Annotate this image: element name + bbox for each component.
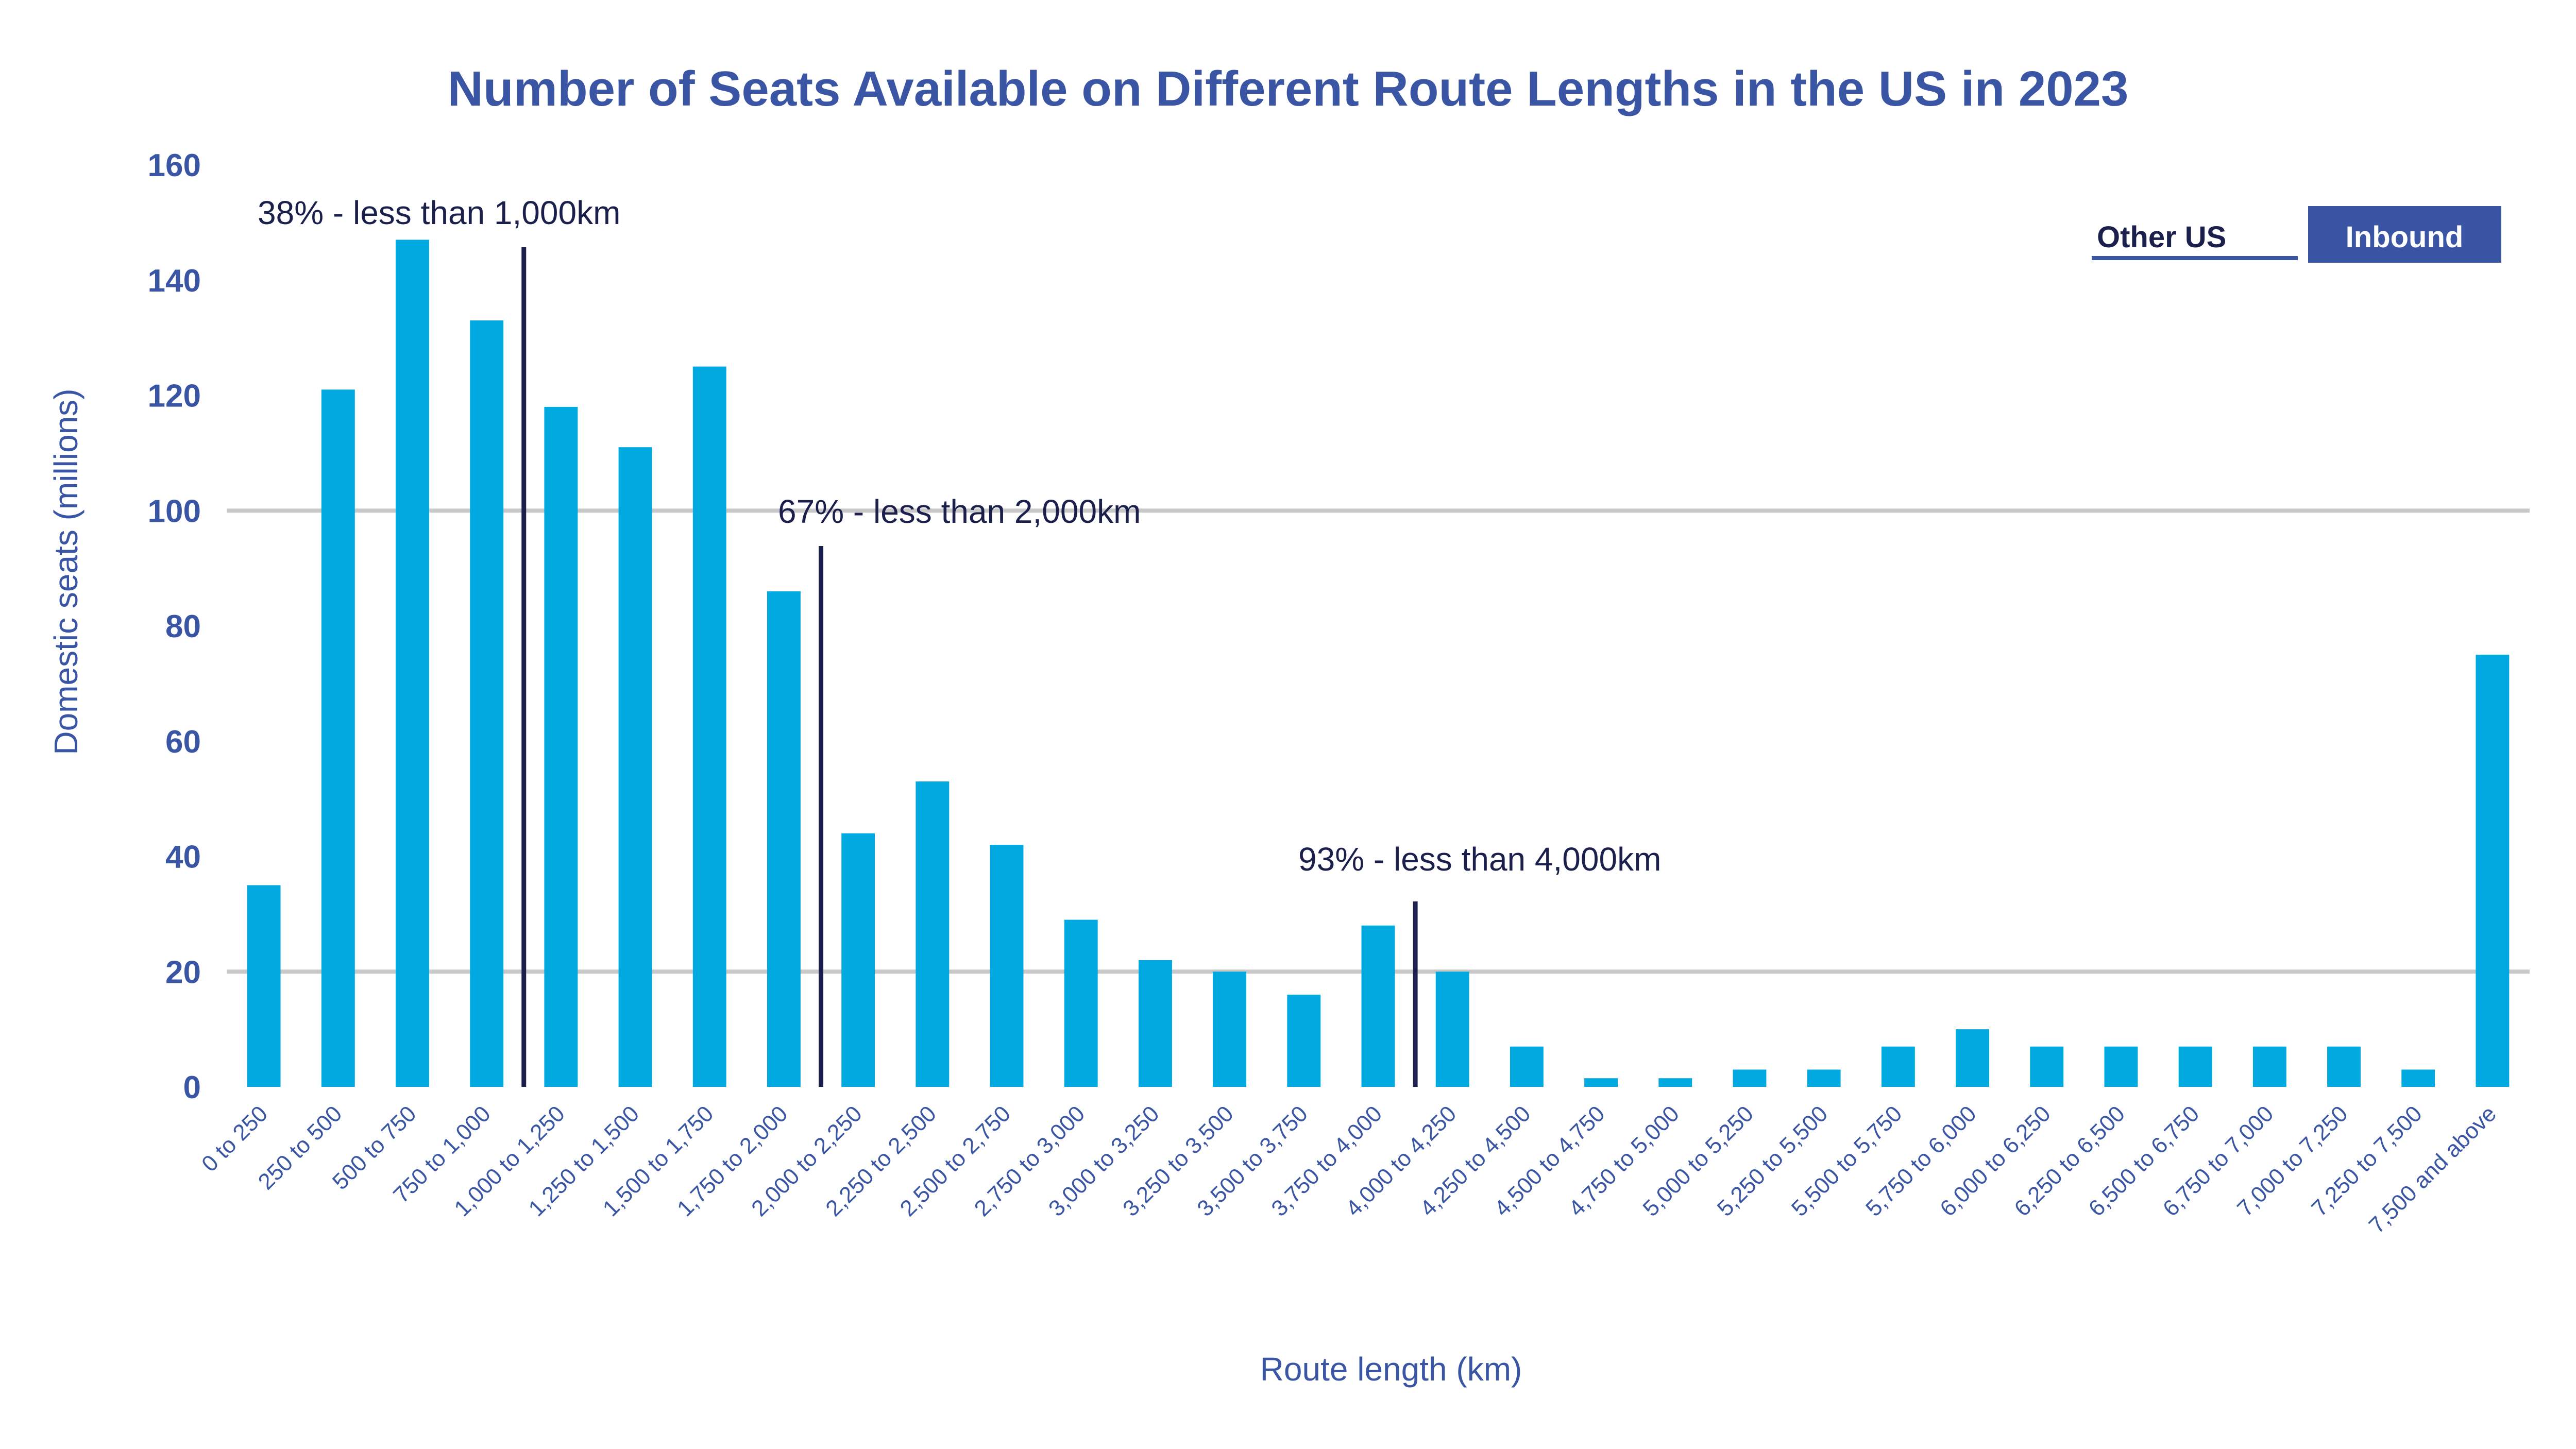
y-tick-label: 40: [165, 840, 201, 875]
bar: [247, 885, 281, 1087]
bar: [1584, 1078, 1618, 1087]
bar: [1287, 995, 1321, 1087]
bar: [2401, 1069, 2435, 1087]
chart-title: Number of Seats Available on Different R…: [448, 61, 2129, 116]
x-axis-title: Route length (km): [1260, 1351, 1522, 1388]
bar: [1064, 919, 1098, 1087]
bar: [692, 366, 726, 1087]
bar: [841, 833, 875, 1087]
bar: [1956, 1029, 1989, 1087]
y-tick-label: 100: [148, 493, 201, 529]
bar: [916, 781, 950, 1087]
threshold-annotation: 67% - less than 2,000km: [778, 493, 1141, 530]
bar: [1881, 1046, 1915, 1087]
threshold-annotation: 38% - less than 1,000km: [258, 194, 620, 231]
bar: [2178, 1046, 2212, 1087]
bar: [2030, 1046, 2064, 1087]
y-tick-label: 60: [165, 724, 201, 760]
bar: [1733, 1069, 1767, 1087]
threshold-annotation: 93% - less than 4,000km: [1298, 841, 1661, 878]
bar: [396, 240, 429, 1087]
bar: [2104, 1046, 2138, 1087]
bar: [2252, 1046, 2286, 1087]
y-tick-label: 120: [148, 379, 201, 414]
y-tick-label: 20: [165, 954, 201, 990]
y-tick-label: 160: [148, 148, 201, 183]
legend-item-inbound: Inbound: [2308, 206, 2501, 263]
x-tick-label: 7,500 and above: [2364, 1101, 2501, 1238]
bar: [1435, 971, 1469, 1087]
y-tick-label: 140: [148, 263, 201, 299]
bar: [1213, 971, 1247, 1087]
y-tick-label: 0: [183, 1070, 201, 1105]
y-axis-title: Domestic seats (millions): [47, 388, 84, 755]
bar: [1510, 1046, 1544, 1087]
bar: [1807, 1069, 1841, 1087]
bar: [1361, 925, 1395, 1087]
bar: [767, 591, 801, 1087]
legend-item-other-us: Other US: [2092, 220, 2298, 260]
x-tick-label: 0 to 250: [197, 1101, 273, 1177]
y-tick-label: 80: [165, 609, 201, 644]
bar: [470, 320, 504, 1087]
legend: Other US Inbound: [2092, 206, 2501, 263]
threshold-markers: 38% - less than 1,000km 67% - less than 2…: [258, 194, 1661, 1087]
bar: [990, 845, 1024, 1087]
bar: [321, 389, 355, 1087]
bar: [544, 406, 578, 1087]
y-axis-ticks: 0 20 40 60 80 100 120 140 160: [148, 148, 201, 1105]
bar: [2327, 1046, 2361, 1087]
bar: [2476, 654, 2510, 1087]
bar: [618, 447, 652, 1087]
legend-label-other-us: Other US: [2097, 220, 2226, 254]
legend-underline: [2092, 256, 2298, 260]
legend-label-inbound: Inbound: [2346, 220, 2464, 254]
bar: [1138, 960, 1172, 1087]
legend-swatch-inbound: [2308, 206, 2501, 263]
bar: [1658, 1078, 1692, 1087]
bars: [247, 240, 2510, 1087]
